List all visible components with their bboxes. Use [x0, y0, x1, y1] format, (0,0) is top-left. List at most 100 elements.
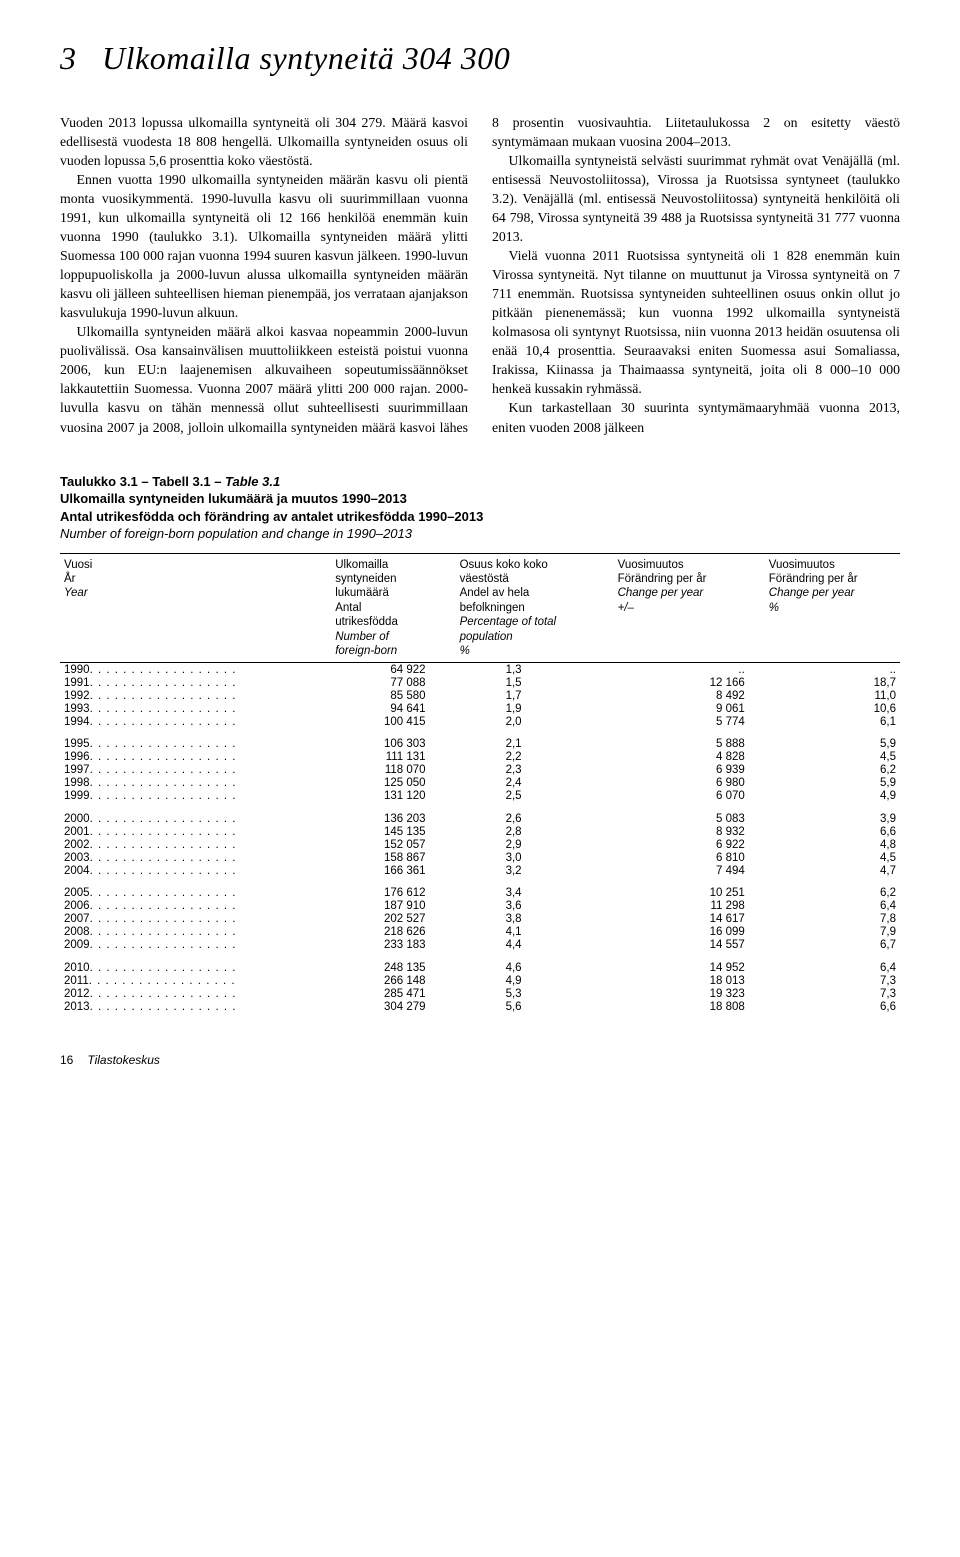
cell-abs: 6 980 [598, 777, 749, 790]
cell-count: 94 641 [295, 702, 429, 715]
cell-year: 1998. . . . . . . . . . . . . . . . . . [60, 777, 295, 790]
cell-year: 1997. . . . . . . . . . . . . . . . . . [60, 764, 295, 777]
cell-year: 1996. . . . . . . . . . . . . . . . . . [60, 751, 295, 764]
cell-abs: 19 323 [598, 987, 749, 1000]
cell-rel: 4,5 [749, 751, 900, 764]
cell-pct: 2,1 [430, 728, 598, 751]
cell-rel: 6,1 [749, 715, 900, 728]
cell-year: 1990. . . . . . . . . . . . . . . . . . [60, 663, 295, 677]
cell-pct: 2,2 [430, 751, 598, 764]
body-paragraph: Kun tarkastellaan 30 suurinta syntymämaa… [492, 398, 900, 436]
cell-pct: 2,3 [430, 764, 598, 777]
cell-rel: 4,7 [749, 864, 900, 877]
cell-rel: 4,9 [749, 790, 900, 803]
cell-abs: 8 492 [598, 689, 749, 702]
cell-pct: 2,6 [430, 803, 598, 826]
col-head-count: Ulkomailla syntyneiden lukumäärä Antal u… [295, 553, 429, 663]
col-head-rel: Vuosimuutos Förändring per år Change per… [749, 553, 900, 663]
table-title-sv: Antal utrikesfödda och förändring av ant… [60, 509, 483, 524]
page-footer: 16 Tilastokeskus [60, 1053, 900, 1067]
cell-pct: 3,0 [430, 851, 598, 864]
table-row: 2001. . . . . . . . . . . . . . . . . . … [60, 825, 900, 838]
cell-pct: 1,7 [430, 689, 598, 702]
table-row: 1996. . . . . . . . . . . . . . . . . . … [60, 751, 900, 764]
table-row: 2002. . . . . . . . . . . . . . . . . . … [60, 838, 900, 851]
cell-abs: 6 070 [598, 790, 749, 803]
cell-pct: 1,5 [430, 676, 598, 689]
table-ref-en: Table 3.1 [225, 474, 280, 489]
body-paragraph: Vuoden 2013 lopussa ulkomailla syntyneit… [60, 113, 468, 170]
cell-pct: 5,6 [430, 1000, 598, 1013]
cell-count: 233 183 [295, 939, 429, 952]
cell-year: 1992. . . . . . . . . . . . . . . . . . [60, 689, 295, 702]
cell-abs: 6 939 [598, 764, 749, 777]
cell-abs: 14 557 [598, 939, 749, 952]
cell-pct: 3,2 [430, 864, 598, 877]
body-paragraph: Vielä vuonna 2011 Ruotsissa syntyneitä o… [492, 246, 900, 398]
cell-abs: 6 922 [598, 838, 749, 851]
cell-count: 125 050 [295, 777, 429, 790]
cell-year: 2000. . . . . . . . . . . . . . . . . . [60, 803, 295, 826]
cell-count: 145 135 [295, 825, 429, 838]
cell-abs: 18 013 [598, 974, 749, 987]
table-row: 1998. . . . . . . . . . . . . . . . . . … [60, 777, 900, 790]
cell-year: 2009. . . . . . . . . . . . . . . . . . [60, 939, 295, 952]
cell-rel: 11,0 [749, 689, 900, 702]
cell-abs: 18 808 [598, 1000, 749, 1013]
cell-count: 131 120 [295, 790, 429, 803]
cell-rel: 7,8 [749, 913, 900, 926]
cell-abs: 5 888 [598, 728, 749, 751]
cell-year: 1994. . . . . . . . . . . . . . . . . . [60, 715, 295, 728]
table-row: 2013. . . . . . . . . . . . . . . . . . … [60, 1000, 900, 1013]
table-row: 1993. . . . . . . . . . . . . . . . . . … [60, 702, 900, 715]
cell-count: 166 361 [295, 864, 429, 877]
cell-rel: 6,6 [749, 825, 900, 838]
cell-pct: 1,3 [430, 663, 598, 677]
cell-year: 2004. . . . . . . . . . . . . . . . . . [60, 864, 295, 877]
cell-count: 118 070 [295, 764, 429, 777]
cell-pct: 4,4 [430, 939, 598, 952]
cell-rel: .. [749, 663, 900, 677]
cell-rel: 7,3 [749, 987, 900, 1000]
section-title: Ulkomailla syntyneitä 304 300 [102, 40, 510, 76]
table-row: 2003. . . . . . . . . . . . . . . . . . … [60, 851, 900, 864]
cell-year: 2008. . . . . . . . . . . . . . . . . . [60, 926, 295, 939]
cell-pct: 1,9 [430, 702, 598, 715]
cell-count: 106 303 [295, 728, 429, 751]
table-ref-fi: Taulukko 3.1 [60, 474, 138, 489]
cell-year: 1991. . . . . . . . . . . . . . . . . . [60, 676, 295, 689]
cell-year: 1993. . . . . . . . . . . . . . . . . . [60, 702, 295, 715]
cell-count: 85 580 [295, 689, 429, 702]
cell-rel: 4,5 [749, 851, 900, 864]
cell-abs: 7 494 [598, 864, 749, 877]
cell-pct: 2,9 [430, 838, 598, 851]
page-number: 16 [60, 1053, 84, 1067]
cell-rel: 6,4 [749, 900, 900, 913]
body-text: Vuoden 2013 lopussa ulkomailla syntyneit… [60, 113, 900, 437]
cell-abs: 10 251 [598, 877, 749, 900]
table-row: 2010. . . . . . . . . . . . . . . . . . … [60, 952, 900, 975]
table-row: 1994. . . . . . . . . . . . . . . . . . … [60, 715, 900, 728]
table-caption: Taulukko 3.1 – Tabell 3.1 – Table 3.1 Ul… [60, 473, 900, 543]
table-ref-sv: Tabell 3.1 [152, 474, 210, 489]
page-heading: 3 Ulkomailla syntyneitä 304 300 [60, 40, 900, 77]
cell-count: 248 135 [295, 952, 429, 975]
cell-abs: 12 166 [598, 676, 749, 689]
cell-abs: 8 932 [598, 825, 749, 838]
cell-rel: 5,9 [749, 777, 900, 790]
cell-rel: 6,2 [749, 877, 900, 900]
cell-year: 2002. . . . . . . . . . . . . . . . . . [60, 838, 295, 851]
cell-count: 64 922 [295, 663, 429, 677]
cell-count: 176 612 [295, 877, 429, 900]
cell-year: 2012. . . . . . . . . . . . . . . . . . [60, 987, 295, 1000]
col-head-pct: Osuus koko koko väestöstä Andel av hela … [430, 553, 598, 663]
cell-pct: 4,1 [430, 926, 598, 939]
body-paragraph: Ennen vuotta 1990 ulkomailla syntyneiden… [60, 170, 468, 322]
cell-year: 2001. . . . . . . . . . . . . . . . . . [60, 825, 295, 838]
cell-count: 100 415 [295, 715, 429, 728]
table-row: 2007. . . . . . . . . . . . . . . . . . … [60, 913, 900, 926]
cell-pct: 3,8 [430, 913, 598, 926]
table-row: 1995. . . . . . . . . . . . . . . . . . … [60, 728, 900, 751]
table-row: 1999. . . . . . . . . . . . . . . . . . … [60, 790, 900, 803]
table-row: 2000. . . . . . . . . . . . . . . . . . … [60, 803, 900, 826]
